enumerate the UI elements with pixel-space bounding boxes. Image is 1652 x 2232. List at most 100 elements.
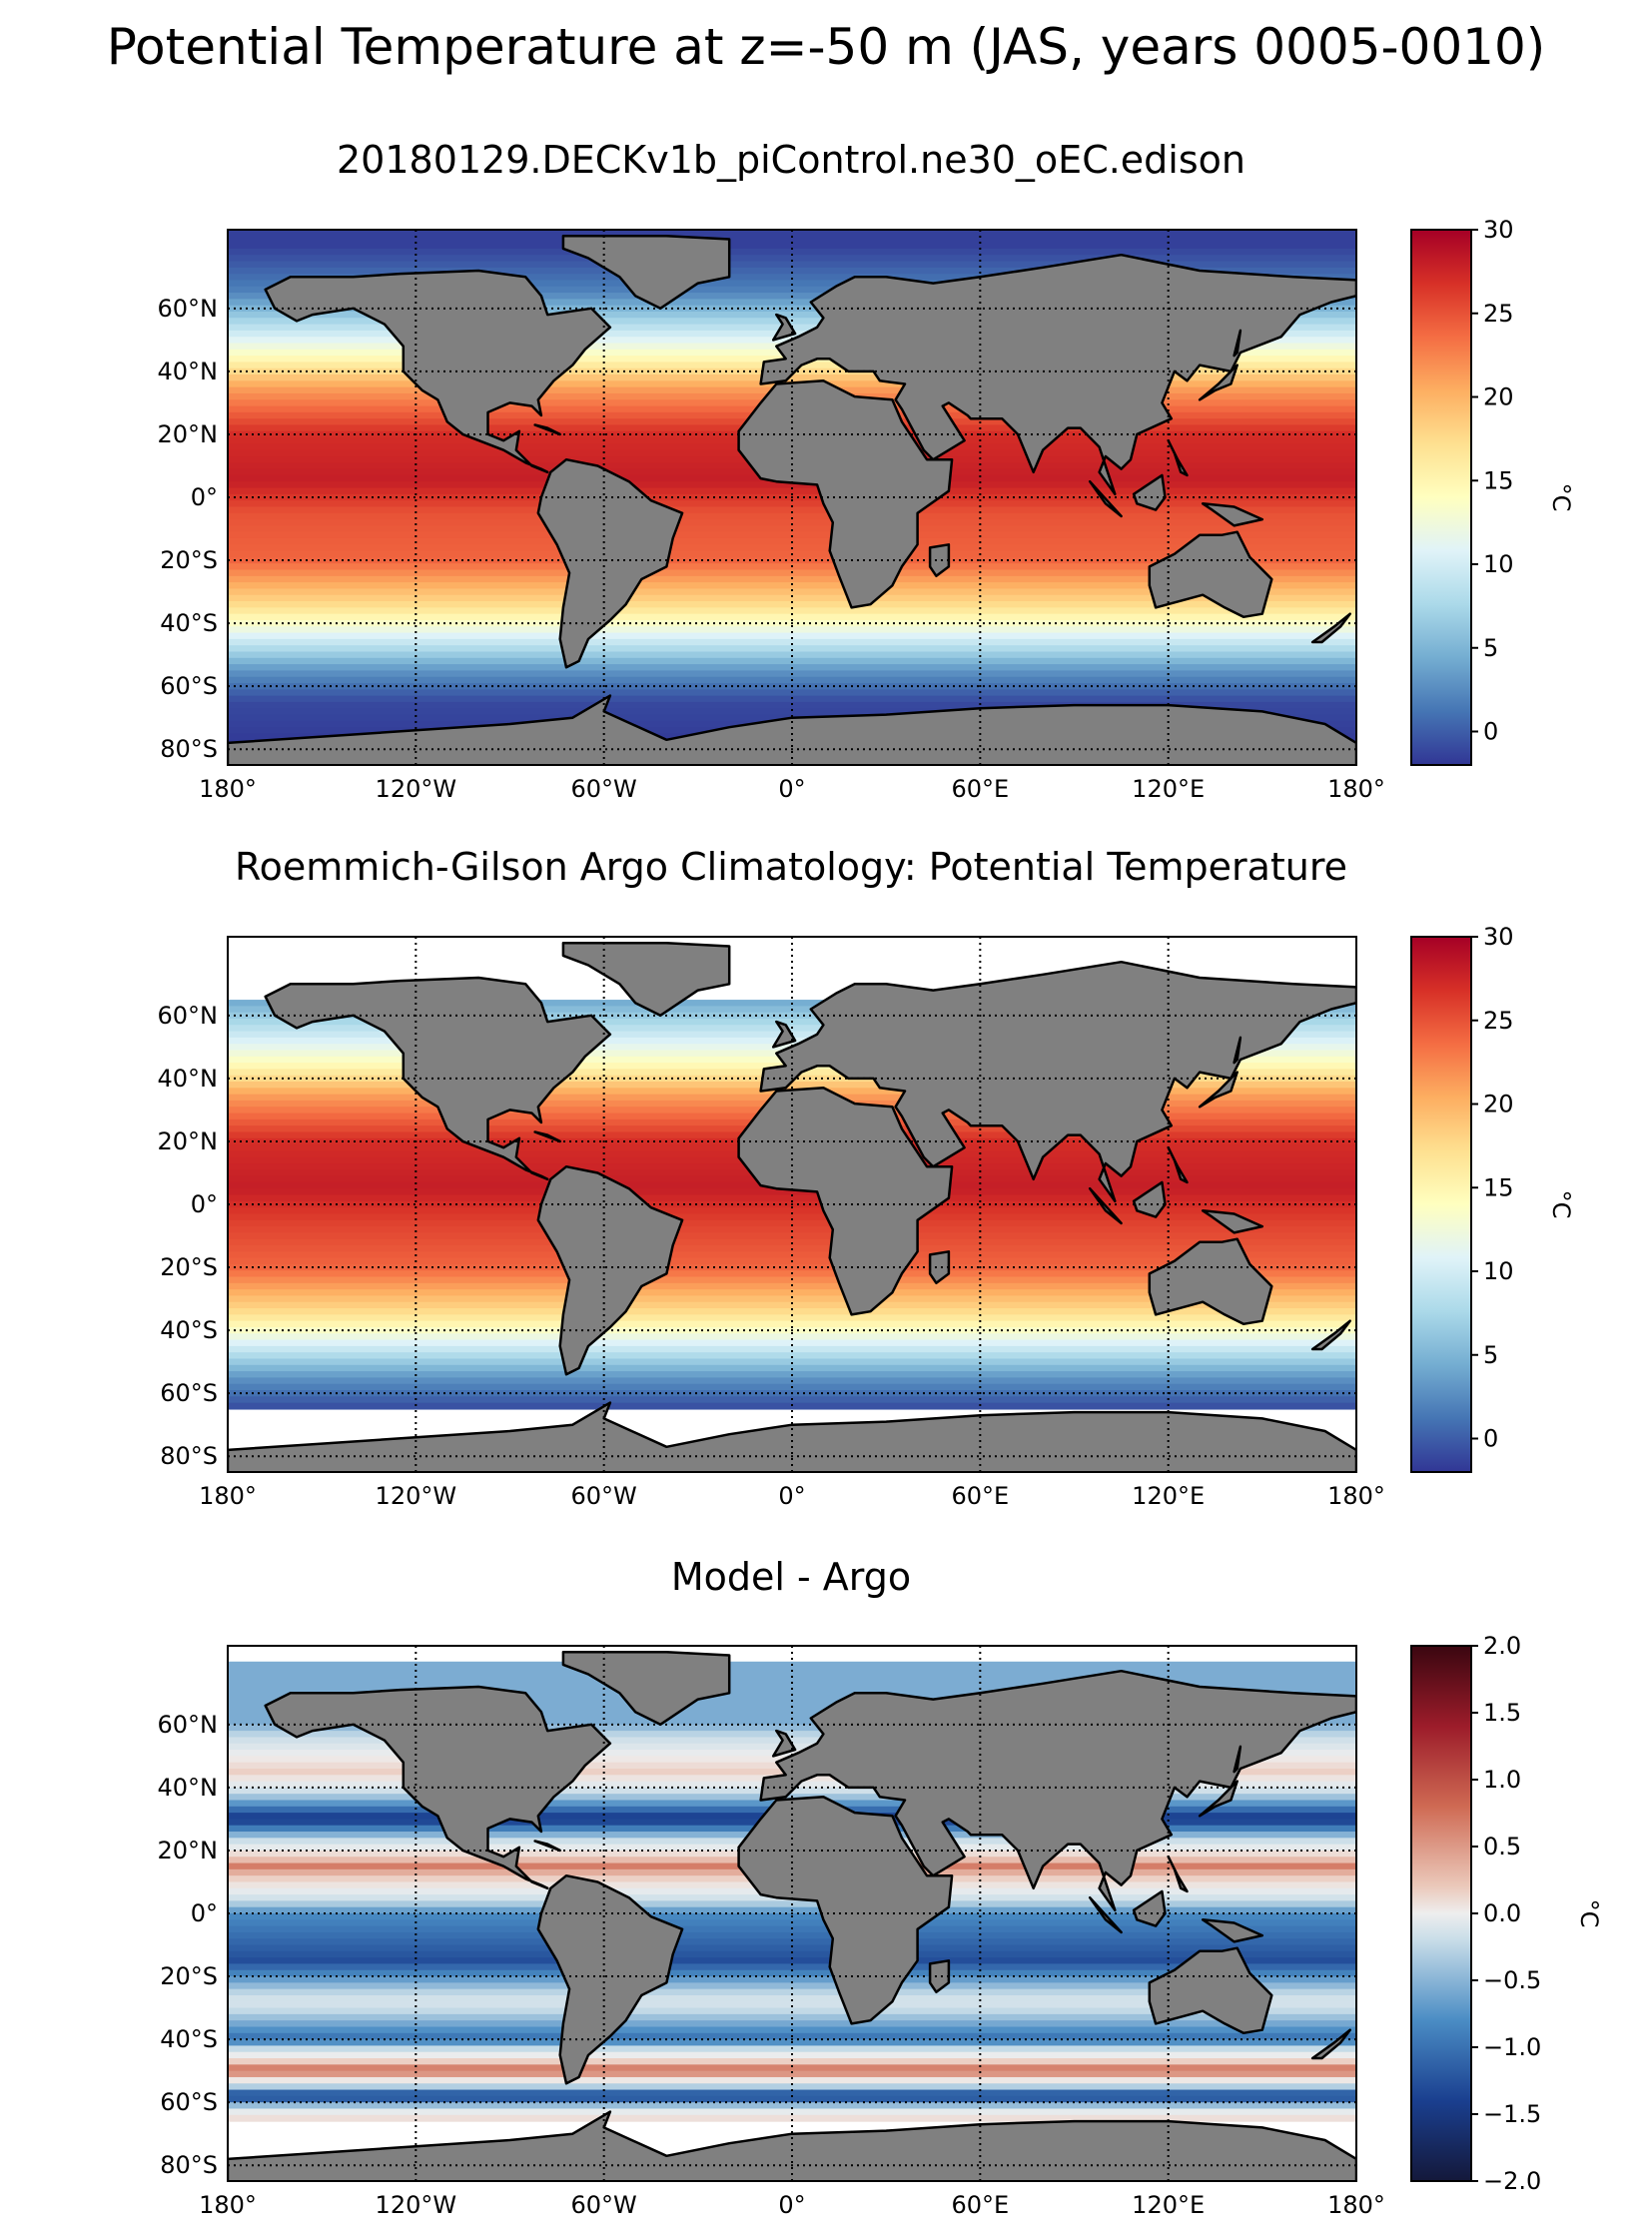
field-band (228, 255, 1356, 263)
field-band (228, 1750, 1356, 1757)
field-band (228, 2076, 1356, 2084)
y-tick-label: 20°N (158, 1837, 219, 1864)
colorbar-tick-label: 5 (1483, 634, 1498, 662)
landmass (759, 960, 1356, 1203)
field-band (228, 1301, 1356, 1309)
colorbar-tick-label: 25 (1483, 1007, 1514, 1035)
landmass (1233, 1745, 1242, 1774)
landmass (1088, 1895, 1123, 1934)
landmass (1201, 1918, 1264, 1943)
figure-title: Potential Temperature at z=-50 m (JAS, y… (106, 18, 1546, 76)
colorbar-unit-label: °C (1575, 1899, 1603, 1928)
field-band (228, 1402, 1356, 1410)
field-band (228, 1731, 1356, 1739)
field-band (228, 1982, 1356, 1990)
field-band (228, 701, 1356, 709)
field-band (228, 1969, 1356, 1977)
field-band (228, 1339, 1356, 1347)
colorbar (1410, 1645, 1472, 2182)
field-band (228, 500, 1356, 508)
field-band (228, 1289, 1356, 1297)
field-band (228, 1333, 1356, 1341)
landmass (759, 253, 1356, 496)
field-band (228, 1219, 1356, 1227)
field-band (228, 695, 1356, 703)
colorbar-tick-label: 0.0 (1483, 1899, 1521, 1927)
field-band (228, 280, 1356, 288)
field-band (228, 2089, 1356, 2097)
colorbar-unit-label: °C (1547, 483, 1575, 512)
colorbar-tick-label: −1.0 (1483, 2033, 1541, 2061)
field-band (228, 1693, 1356, 1701)
x-tick-label: 60°W (571, 1482, 637, 1510)
landmass (1310, 2028, 1351, 2060)
field-band (228, 1712, 1356, 1720)
x-tick-label: 180° (199, 2191, 257, 2219)
field-band (228, 519, 1356, 526)
colorbar-tick-label: 30 (1483, 923, 1514, 951)
field-band (228, 267, 1356, 275)
y-tick-label: 20°S (160, 1962, 218, 1990)
field-band (228, 242, 1356, 250)
field-band (228, 1944, 1356, 1952)
colorbar-tick-label: 20 (1483, 1091, 1514, 1118)
landmass (1233, 329, 1242, 358)
field-band (228, 1938, 1356, 1946)
landmass (1148, 1237, 1273, 1326)
x-tick-label: 60°W (571, 775, 637, 803)
field-band (228, 1314, 1356, 1322)
landmass (228, 1401, 1356, 1472)
landmass (1201, 502, 1264, 527)
landmass (1201, 1209, 1264, 1234)
colorbar-tick-label: 2.0 (1483, 1632, 1521, 1660)
field-band (228, 1213, 1356, 1221)
landmass (1167, 1145, 1189, 1184)
field-band (228, 1963, 1356, 1971)
map-frame (227, 936, 1357, 1473)
field-band (228, 2083, 1356, 2091)
y-tick-label: 80°S (160, 2151, 218, 2179)
y-tick-label: 40°S (160, 1316, 218, 1344)
x-tick-label: 120°W (376, 2191, 457, 2219)
x-tick-label: 0° (778, 775, 805, 803)
colorbar-tick-label: 30 (1483, 216, 1514, 244)
y-tick-label: 40°N (158, 1065, 219, 1093)
x-tick-label: 0° (778, 1482, 805, 1510)
field-band (228, 708, 1356, 716)
landmass (1310, 1319, 1351, 1351)
field-band (228, 651, 1356, 659)
y-tick-label: 40°S (160, 2025, 218, 2053)
landmass (1148, 1946, 1273, 2035)
field-band (228, 1957, 1356, 1965)
field-band (228, 1308, 1356, 1315)
landmass (1088, 1186, 1123, 1225)
field-band (228, 588, 1356, 596)
field-band (228, 512, 1356, 520)
field-band (228, 2095, 1356, 2103)
y-tick-label: 60°S (160, 1379, 218, 1407)
field-band (228, 2114, 1356, 2122)
colorbar-tick-label: 15 (1483, 466, 1514, 494)
map-panel-3: 180° 120°W 60°W 0° 60°E 120°E 180° 60°N 40°N 20°N… (158, 1632, 1604, 2219)
y-tick-label: 80°S (160, 1442, 218, 1470)
panel-2-title: Roemmich-Gilson Argo Climatology: Potent… (234, 845, 1348, 889)
field-band (228, 1699, 1356, 1707)
landmass (759, 1669, 1356, 1912)
field-band (228, 1931, 1356, 1939)
colorbar-tick-label: 1.5 (1483, 1699, 1521, 1727)
field-band (228, 2058, 1356, 2065)
field-band (228, 525, 1356, 533)
y-tick-label: 60°N (158, 1711, 219, 1739)
field-band (228, 1188, 1356, 1196)
field-band (228, 1994, 1356, 2002)
landmass (228, 694, 1356, 765)
field-band (228, 1950, 1356, 1958)
landmass (771, 1729, 797, 1758)
field-band (228, 1352, 1356, 1360)
colorbar-tick-label: 25 (1483, 300, 1514, 328)
field-band (228, 594, 1356, 602)
map-frame (227, 229, 1357, 766)
field-band (228, 632, 1356, 640)
landmass (1088, 479, 1123, 518)
landmass (533, 1840, 561, 1853)
